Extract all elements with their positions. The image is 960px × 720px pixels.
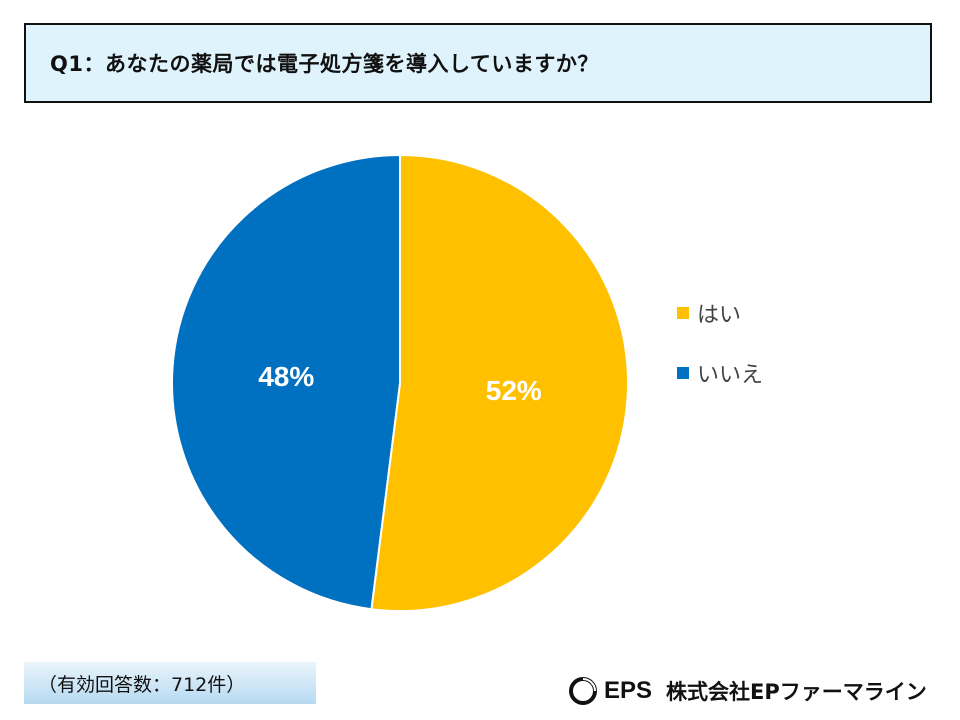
legend-swatch-yes — [677, 307, 689, 319]
response-count-note: （有効回答数：712件） — [24, 662, 316, 704]
question-title: Q1：あなたの薬局では電子処方箋を導入していますか？ — [50, 52, 599, 76]
pie-slice-no — [171, 153, 401, 611]
legend-item-yes: はい — [677, 298, 763, 328]
legend-label-no: いいえ — [697, 363, 764, 388]
legend-item-no: いいえ — [677, 358, 763, 388]
legend-swatch-no — [677, 367, 689, 379]
data-label-no: 48% — [258, 361, 314, 392]
ring-logo-icon — [569, 677, 597, 705]
question-banner: Q1：あなたの薬局では電子処方箋を導入していますか？ — [24, 23, 932, 103]
response-count-text: （有効回答数：712件） — [38, 673, 246, 696]
company-name: 株式会社EPファーマライン — [666, 680, 927, 704]
data-label-yes: 52% — [486, 375, 542, 406]
legend-label-yes: はい — [697, 303, 742, 328]
company-logo: EPS 株式会社EPファーマライン — [568, 676, 927, 706]
pie-slice-yes — [370, 153, 629, 612]
chart-legend: はい いいえ — [677, 298, 763, 418]
brand-mark-text: EPS — [604, 677, 653, 704]
